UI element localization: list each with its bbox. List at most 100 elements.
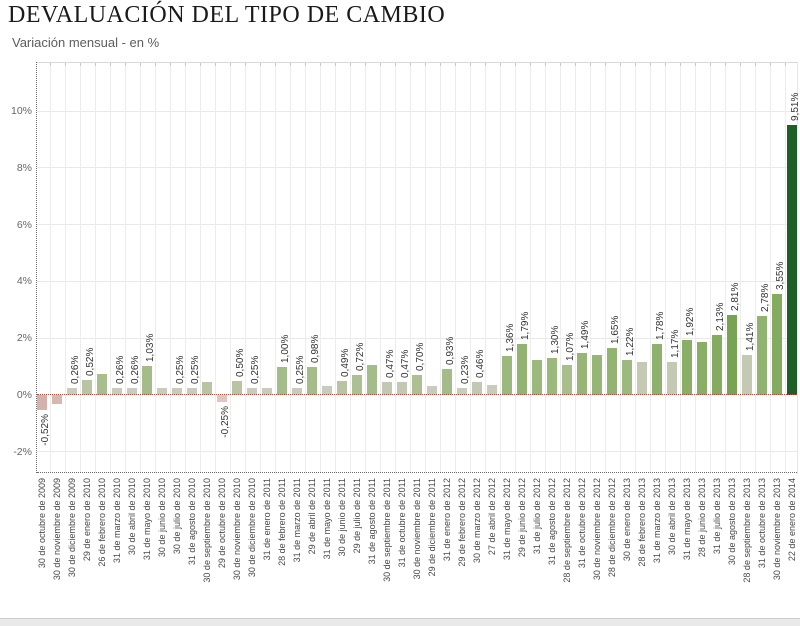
top-tick <box>694 62 696 66</box>
bar[interactable] <box>742 354 752 395</box>
bar[interactable] <box>502 356 512 395</box>
top-tick <box>304 62 306 66</box>
bar[interactable] <box>412 375 422 395</box>
bar[interactable] <box>772 294 782 395</box>
bar[interactable] <box>247 387 257 395</box>
top-tick <box>274 62 276 66</box>
x-axis-date-label: 28 de junio de 2013 <box>697 478 708 558</box>
x-axis-date-label: 28 de febrero de 2013 <box>637 478 648 567</box>
bar-value-label: 1,17% <box>669 329 681 358</box>
x-axis-date-label: 30 de noviembre de 2010 <box>232 478 243 581</box>
bar-value-label: 1,30% <box>549 325 561 355</box>
bar[interactable] <box>367 365 377 395</box>
category-gridline <box>139 62 141 473</box>
bar[interactable] <box>607 348 617 395</box>
bar[interactable] <box>142 365 152 395</box>
bar[interactable] <box>472 381 482 395</box>
top-tick <box>514 62 516 66</box>
bar[interactable] <box>757 316 767 395</box>
bar[interactable] <box>202 382 212 395</box>
bar[interactable] <box>517 344 527 395</box>
bar[interactable] <box>622 360 632 395</box>
bar[interactable] <box>547 358 557 395</box>
category-gridline <box>259 62 261 473</box>
x-axis-date-label: 28 de diciembre de 2012 <box>607 478 618 578</box>
bar-value-label: -0,52% <box>39 413 51 446</box>
bar[interactable] <box>787 124 797 395</box>
bar[interactable] <box>457 388 467 395</box>
x-axis-date-label: 31 de julio de 2012 <box>532 478 543 555</box>
category-gridline <box>454 62 456 473</box>
bar[interactable] <box>592 355 602 395</box>
top-tick <box>754 62 756 66</box>
category-gridline <box>574 62 576 473</box>
bar-value-label: 2,78% <box>759 283 771 313</box>
bar[interactable] <box>157 387 167 395</box>
category-gridline <box>154 62 156 473</box>
bar[interactable] <box>652 344 662 395</box>
bar[interactable] <box>487 385 497 395</box>
bar[interactable] <box>307 367 317 395</box>
bar[interactable] <box>352 374 362 395</box>
bar[interactable] <box>262 387 272 395</box>
bar[interactable] <box>397 381 407 395</box>
top-tick <box>589 62 591 66</box>
bar[interactable] <box>277 366 287 395</box>
widget-footer-strip <box>0 618 800 626</box>
bar-value-label: 1,41% <box>744 322 756 351</box>
top-tick <box>229 62 231 66</box>
top-tick <box>214 62 216 66</box>
x-axis-date-label: 30 de noviembre de 2009 <box>52 478 63 581</box>
x-axis-date-label: 30 de junio de 2011 <box>337 478 348 557</box>
bar[interactable] <box>67 387 77 395</box>
bar[interactable] <box>337 381 347 395</box>
category-gridline <box>529 62 531 473</box>
top-tick <box>469 62 471 66</box>
bar[interactable] <box>532 359 542 395</box>
bar-value-label: 0,25% <box>249 355 261 384</box>
x-axis-date-label: 31 de marzo de 2013 <box>652 478 663 564</box>
top-tick <box>109 62 111 66</box>
category-gridline <box>409 62 411 473</box>
x-axis-date-label: 30 de septiembre de 2010 <box>202 478 213 583</box>
bar[interactable] <box>52 395 62 405</box>
category-gridline <box>244 62 246 473</box>
bar[interactable] <box>562 364 572 395</box>
bar[interactable] <box>82 380 92 395</box>
chart-title: DEVALUACIÓN DEL TIPO DE CAMBIO <box>8 2 446 28</box>
bar[interactable] <box>217 395 227 403</box>
bar[interactable] <box>577 352 587 395</box>
top-tick <box>634 62 636 66</box>
category-gridline <box>169 62 171 473</box>
bar[interactable] <box>37 395 47 410</box>
top-tick <box>364 62 366 66</box>
top-tick <box>484 62 486 66</box>
top-tick <box>169 62 171 66</box>
x-axis-date-label: 31 de agosto de 2010 <box>187 478 198 566</box>
bar[interactable] <box>382 381 392 395</box>
bar[interactable] <box>442 368 452 395</box>
category-gridline <box>214 62 216 473</box>
bar[interactable] <box>232 380 242 395</box>
x-axis-date-label: 31 de agosto de 2011 <box>367 478 378 565</box>
bar-value-label: 3,55% <box>774 261 786 291</box>
bar[interactable] <box>712 334 722 395</box>
x-axis-date-label: 31 de mayo de 2011 <box>322 478 333 560</box>
bar[interactable] <box>97 373 107 395</box>
bar[interactable] <box>427 386 437 395</box>
bar[interactable] <box>187 387 197 395</box>
top-tick <box>739 62 741 66</box>
bar[interactable] <box>667 361 677 395</box>
bar[interactable] <box>682 340 692 395</box>
bar[interactable] <box>637 362 647 395</box>
bar[interactable] <box>127 387 137 395</box>
bar[interactable] <box>292 387 302 395</box>
bar[interactable] <box>322 386 332 395</box>
bar[interactable] <box>727 315 737 395</box>
x-axis-date-label: 31 de enero de 2012 <box>442 478 453 562</box>
category-gridline <box>379 62 381 473</box>
bar-value-label: 1,79% <box>519 311 531 341</box>
bar[interactable] <box>112 387 122 395</box>
bar[interactable] <box>697 342 707 395</box>
bar[interactable] <box>172 387 182 395</box>
